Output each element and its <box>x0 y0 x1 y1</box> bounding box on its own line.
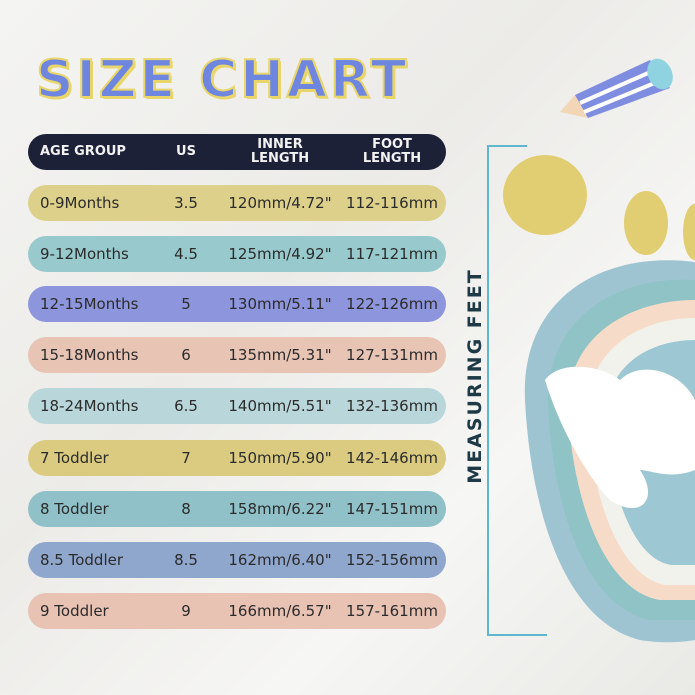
foot-sole <box>524 260 695 643</box>
age-group-cell: 18-24Months <box>40 397 139 415</box>
table-row: 12-15Months 5 130mm/5.11" 122-126mm <box>28 286 446 322</box>
ruler-bottom-tick <box>487 634 547 636</box>
age-group-cell: 9 Toddler <box>40 602 109 620</box>
measuring-feet-label: MEASURING FEET <box>464 268 486 484</box>
age-group-cell: 15-18Months <box>40 346 139 364</box>
age-group-cell: 12-15Months <box>40 295 139 313</box>
age-group-cell: 0-9Months <box>40 194 120 212</box>
table-row: 8.5 Toddler 8.5 162mm/6.40" 152-156mm <box>28 542 446 578</box>
table-header: AGE GROUP US INNER LENGTH FOOT LENGTH <box>28 134 446 170</box>
title: SIZE CHART <box>35 49 410 111</box>
age-group-cell: 9-12Months <box>40 245 129 263</box>
table-row: 18-24Months 6.5 140mm/5.51" 132-136mm <box>28 388 446 424</box>
age-group-cell: 8.5 Toddler <box>40 551 124 569</box>
table-row: 0-9Months 3.5 120mm/4.72" 112-116mm <box>28 185 446 221</box>
foot-illustration <box>503 58 695 643</box>
table-row: 9-12Months 4.5 125mm/4.92" 117-121mm <box>28 236 446 272</box>
measuring-ruler <box>487 145 489 635</box>
header-foot-l2: LENGTH <box>362 151 422 166</box>
header-foot-l1: FOOT <box>372 137 412 152</box>
ruler-top-tick <box>487 145 527 147</box>
header-inner-l2: LENGTH <box>250 151 310 166</box>
age-group-cell: 7 Toddler <box>40 449 109 467</box>
toe-shapes <box>503 155 695 260</box>
header-inner-l1: INNER <box>257 137 303 152</box>
pencil-icon <box>560 58 673 118</box>
table-row: 15-18Months 6 135mm/5.31" 127-131mm <box>28 337 446 373</box>
table-row: 9 Toddler 9 166mm/6.57" 157-161mm <box>28 593 446 629</box>
table-row: 7 Toddler 7 150mm/5.90" 142-146mm <box>28 440 446 476</box>
header-age-group: AGE GROUP <box>40 144 126 159</box>
age-group-cell: 8 Toddler <box>40 500 109 518</box>
table-row: 8 Toddler 8 158mm/6.22" 147-151mm <box>28 491 446 527</box>
